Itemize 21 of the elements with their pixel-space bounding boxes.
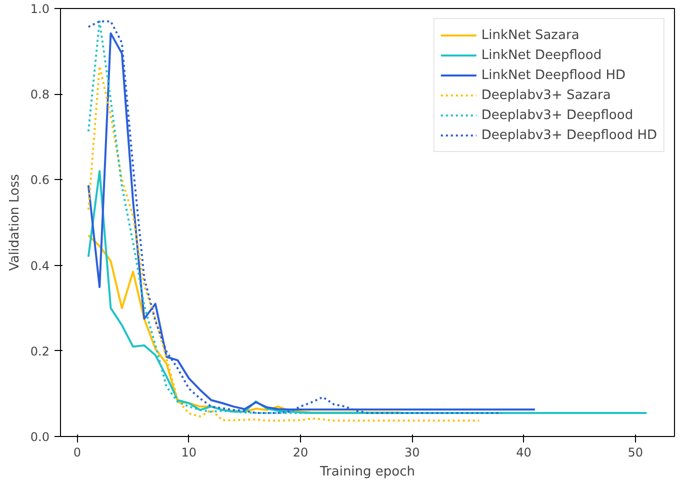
- x-tick-label: 40: [516, 446, 532, 460]
- legend-label: LinkNet Deepflood HD: [481, 68, 626, 82]
- y-axis-title: Validation Loss: [7, 174, 22, 271]
- line-series: [87, 65, 480, 422]
- y-tick-label: 0.4: [30, 258, 50, 273]
- legend-label: Deeplabv3+ Deepflood HD: [481, 128, 657, 142]
- y-tick-label: 0.8: [30, 88, 50, 102]
- x-axis-title: Training epoch: [318, 464, 416, 480]
- x-tick-label: 20: [292, 446, 308, 460]
- x-tick-label: 0: [73, 446, 82, 460]
- legend-label: LinkNet Deepflood: [481, 48, 602, 62]
- y-tick-label: 1.0: [30, 2, 50, 16]
- x-tick-label: 30: [404, 446, 420, 460]
- x-tick-label: 50: [628, 446, 644, 460]
- y-tick-label: 0.2: [30, 344, 50, 358]
- y-tick-label: 0.0: [30, 430, 50, 444]
- legend-label: LinkNet Sazara: [481, 28, 580, 42]
- x-tick-label: 10: [181, 446, 197, 460]
- y-tick-label: 0.6: [30, 173, 50, 188]
- legend-label: Deeplabv3+ Sazara: [481, 88, 611, 102]
- legend-label: Deeplabv3+ Deepflood: [481, 108, 634, 122]
